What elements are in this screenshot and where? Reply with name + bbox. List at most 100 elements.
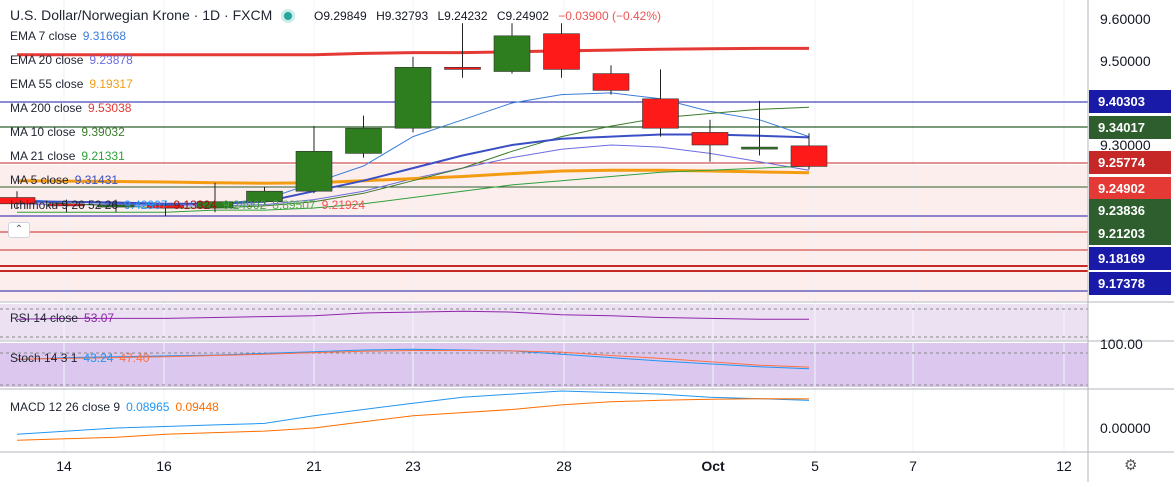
legend-item[interactable]: MA 21 close 9.21331 bbox=[10, 149, 125, 163]
candle-body bbox=[196, 201, 234, 209]
macd-value: 0.08965 bbox=[126, 400, 170, 414]
candle-body bbox=[147, 205, 184, 209]
legend-item[interactable]: MA 200 close 9.53038 bbox=[10, 101, 131, 115]
candle-body bbox=[493, 35, 531, 72]
time-tick-label: 16 bbox=[156, 458, 172, 474]
legend-item[interactable]: EMA 7 close 9.31668 bbox=[10, 29, 126, 43]
candle-body bbox=[97, 204, 135, 208]
cloud-zone bbox=[0, 165, 1088, 301]
ichimoku-label: Ichimoku 9 26 52 26 bbox=[10, 198, 119, 212]
time-tick-label: 12 bbox=[1056, 458, 1072, 474]
overlay-lines bbox=[16, 46, 810, 213]
stoch-legend[interactable]: Stoch 14 3 1 43.24 47.40 bbox=[10, 351, 149, 365]
symbol-name[interactable]: U.S. Dollar/Norwegian Krone bbox=[10, 7, 190, 23]
sub-pane-lines bbox=[0, 308, 1088, 441]
price-label: 9.21203 bbox=[1089, 222, 1171, 245]
overlay-ema-55 bbox=[16, 168, 810, 185]
candle-body bbox=[642, 98, 679, 129]
overlay-ma-200 bbox=[17, 46, 809, 57]
stoch-d-value: 47.40 bbox=[119, 351, 150, 365]
price-tick-label: 9.50000 bbox=[1100, 53, 1151, 69]
legend-value: 9.53038 bbox=[88, 101, 132, 115]
low-value: L9.24232 bbox=[437, 9, 488, 23]
interval[interactable]: 1D bbox=[202, 7, 221, 23]
candle-body bbox=[691, 132, 729, 146]
ichimoku-value: 9.24902 bbox=[222, 198, 267, 212]
overlay-ma-21 bbox=[17, 165, 810, 213]
rsi-legend[interactable]: RSI 14 close 53.07 bbox=[10, 311, 114, 325]
time-tick-label: 5 bbox=[811, 458, 819, 474]
price-tick-label: 9.60000 bbox=[1100, 11, 1151, 27]
ichimoku-value: 8.89507 bbox=[272, 198, 316, 212]
close-value: C9.24902 bbox=[496, 9, 549, 23]
rsi-value: 53.07 bbox=[84, 311, 115, 325]
legend-label: MA 21 close bbox=[10, 149, 76, 163]
legend-label: EMA 20 close bbox=[10, 53, 84, 67]
chart-header: U.S. Dollar/Norwegian Krone · 1D · FXCM … bbox=[10, 7, 667, 23]
stoch-k-line bbox=[16, 348, 810, 370]
price-label: 9.25774 bbox=[1089, 151, 1171, 174]
candle-body bbox=[295, 151, 333, 192]
price-tick-label: 9.30000 bbox=[1100, 137, 1151, 153]
time-tick-label: Oct bbox=[701, 458, 725, 474]
exchange: FXCM bbox=[232, 7, 273, 23]
rsi-line bbox=[16, 310, 810, 320]
candle-body bbox=[0, 197, 36, 205]
settings-gear-icon[interactable]: ⚙ bbox=[1124, 457, 1138, 474]
open-value: O9.29849 bbox=[314, 9, 367, 23]
candles bbox=[0, 23, 828, 217]
stoch-k-value: 43.24 bbox=[83, 351, 114, 365]
macd-line bbox=[16, 390, 810, 435]
ohlc-readout: O9.29849 H9.32793 L9.24232 C9.24902 −0.0… bbox=[314, 9, 667, 23]
rsi-label: RSI 14 close bbox=[10, 311, 79, 325]
macd-signal-value: 0.09448 bbox=[175, 400, 219, 414]
rsi-pane-bg bbox=[0, 304, 1088, 340]
macd-signal-line bbox=[16, 398, 810, 441]
horizontal-levels bbox=[0, 101, 1088, 292]
collapse-legend-button[interactable]: ⌃ bbox=[8, 222, 30, 238]
candle-body bbox=[246, 190, 283, 202]
macd-legend[interactable]: MACD 12 26 close 9 0.08965 0.09448 bbox=[10, 400, 219, 414]
legend-value: 9.21331 bbox=[81, 149, 125, 163]
legend-item[interactable]: MA 10 close 9.39032 bbox=[10, 125, 125, 139]
price-label: 9.34017 bbox=[1089, 116, 1171, 139]
legend-item[interactable]: MA 5 close 9.31431 bbox=[10, 173, 118, 187]
candle-body bbox=[592, 73, 630, 91]
time-tick-label: 23 bbox=[405, 458, 421, 474]
legend-value: 9.23878 bbox=[89, 53, 133, 67]
time-tick-label: 14 bbox=[56, 458, 72, 474]
legend-item[interactable]: EMA 55 close 9.19317 bbox=[10, 77, 133, 91]
candle-body bbox=[394, 67, 432, 129]
candle-body bbox=[543, 33, 580, 70]
grid bbox=[63, 0, 1065, 452]
legend-item[interactable]: EMA 20 close 9.23878 bbox=[10, 53, 133, 67]
high-value: H9.32793 bbox=[376, 9, 429, 23]
legend-label: MA 5 close bbox=[10, 173, 69, 187]
stoch-pane-bg bbox=[0, 343, 1088, 387]
legend-value: 9.39032 bbox=[81, 125, 125, 139]
time-tick-label: 21 bbox=[306, 458, 322, 474]
price-label: 9.18169 bbox=[1089, 247, 1171, 270]
candle-body bbox=[444, 67, 481, 70]
legend-label: EMA 7 close bbox=[10, 29, 77, 43]
ichimoku-value: 9.13324 bbox=[173, 198, 217, 212]
market-status-icon bbox=[284, 12, 293, 21]
legend-label: MA 10 close bbox=[10, 125, 76, 139]
candle-body bbox=[345, 127, 382, 154]
legend-label: EMA 55 close bbox=[10, 77, 84, 91]
legend-value: 9.31668 bbox=[82, 29, 127, 43]
ichimoku-legend[interactable]: Ichimoku 9 26 52 26 9.42907 9.13324 9.24902… bbox=[10, 198, 365, 212]
ichimoku-value: 9.42907 bbox=[124, 198, 168, 212]
price-label: 9.24902 bbox=[1089, 177, 1171, 200]
legend-value: 9.19317 bbox=[89, 77, 133, 91]
price-label: 9.40303 bbox=[1089, 90, 1171, 113]
stoch-axis-label: 100.00 bbox=[1100, 336, 1143, 352]
price-label: 9.23836 bbox=[1089, 199, 1171, 222]
macd-label: MACD 12 26 close 9 bbox=[10, 400, 121, 414]
overlay-ma-5 bbox=[17, 133, 810, 205]
macd-axis-label: 0.00000 bbox=[1100, 420, 1151, 436]
candle-body bbox=[790, 145, 828, 167]
legend-label: MA 200 close bbox=[10, 101, 83, 115]
